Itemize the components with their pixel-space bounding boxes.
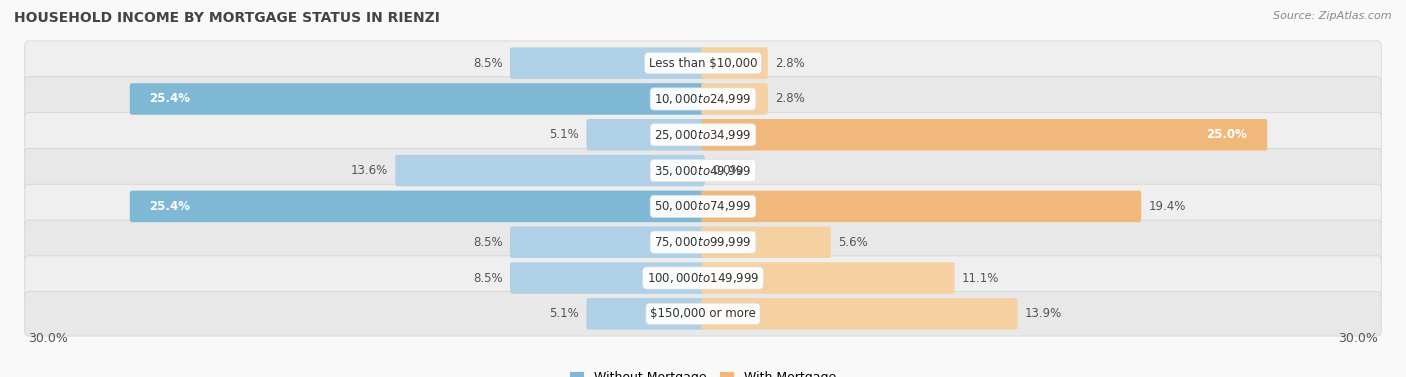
FancyBboxPatch shape bbox=[510, 227, 704, 258]
Text: 5.1%: 5.1% bbox=[550, 307, 579, 320]
Text: $150,000 or more: $150,000 or more bbox=[650, 307, 756, 320]
FancyBboxPatch shape bbox=[702, 191, 1142, 222]
FancyBboxPatch shape bbox=[25, 77, 1381, 121]
FancyBboxPatch shape bbox=[702, 119, 1267, 150]
FancyBboxPatch shape bbox=[510, 262, 704, 294]
Text: $100,000 to $149,999: $100,000 to $149,999 bbox=[647, 271, 759, 285]
FancyBboxPatch shape bbox=[702, 83, 768, 115]
Text: 30.0%: 30.0% bbox=[28, 332, 67, 345]
FancyBboxPatch shape bbox=[25, 220, 1381, 264]
Text: 2.8%: 2.8% bbox=[775, 57, 804, 70]
Text: 13.6%: 13.6% bbox=[352, 164, 388, 177]
Text: 0.0%: 0.0% bbox=[711, 164, 741, 177]
Text: 8.5%: 8.5% bbox=[474, 271, 503, 285]
FancyBboxPatch shape bbox=[702, 298, 1018, 329]
Text: 8.5%: 8.5% bbox=[474, 57, 503, 70]
Text: 30.0%: 30.0% bbox=[1339, 332, 1378, 345]
FancyBboxPatch shape bbox=[510, 48, 704, 79]
Text: Less than $10,000: Less than $10,000 bbox=[648, 57, 758, 70]
FancyBboxPatch shape bbox=[129, 191, 704, 222]
FancyBboxPatch shape bbox=[25, 256, 1381, 300]
FancyBboxPatch shape bbox=[586, 298, 704, 329]
Legend: Without Mortgage, With Mortgage: Without Mortgage, With Mortgage bbox=[564, 366, 842, 377]
FancyBboxPatch shape bbox=[25, 113, 1381, 157]
FancyBboxPatch shape bbox=[25, 184, 1381, 228]
FancyBboxPatch shape bbox=[395, 155, 704, 186]
Text: $50,000 to $74,999: $50,000 to $74,999 bbox=[654, 199, 752, 213]
FancyBboxPatch shape bbox=[25, 41, 1381, 85]
FancyBboxPatch shape bbox=[702, 262, 955, 294]
FancyBboxPatch shape bbox=[702, 48, 768, 79]
Text: 8.5%: 8.5% bbox=[474, 236, 503, 249]
Text: HOUSEHOLD INCOME BY MORTGAGE STATUS IN RIENZI: HOUSEHOLD INCOME BY MORTGAGE STATUS IN R… bbox=[14, 11, 440, 25]
Text: 11.1%: 11.1% bbox=[962, 271, 1000, 285]
FancyBboxPatch shape bbox=[129, 83, 704, 115]
Text: 5.1%: 5.1% bbox=[550, 128, 579, 141]
FancyBboxPatch shape bbox=[25, 149, 1381, 193]
Text: 2.8%: 2.8% bbox=[775, 92, 804, 106]
Text: $35,000 to $49,999: $35,000 to $49,999 bbox=[654, 164, 752, 178]
Text: 5.6%: 5.6% bbox=[838, 236, 868, 249]
Text: 25.0%: 25.0% bbox=[1206, 128, 1247, 141]
Text: Source: ZipAtlas.com: Source: ZipAtlas.com bbox=[1274, 11, 1392, 21]
FancyBboxPatch shape bbox=[702, 227, 831, 258]
Text: 25.4%: 25.4% bbox=[149, 92, 191, 106]
Text: 13.9%: 13.9% bbox=[1025, 307, 1062, 320]
Text: 19.4%: 19.4% bbox=[1149, 200, 1185, 213]
FancyBboxPatch shape bbox=[25, 292, 1381, 336]
Text: $10,000 to $24,999: $10,000 to $24,999 bbox=[654, 92, 752, 106]
FancyBboxPatch shape bbox=[586, 119, 704, 150]
Text: $25,000 to $34,999: $25,000 to $34,999 bbox=[654, 128, 752, 142]
Text: $75,000 to $99,999: $75,000 to $99,999 bbox=[654, 235, 752, 249]
Text: 25.4%: 25.4% bbox=[149, 200, 191, 213]
